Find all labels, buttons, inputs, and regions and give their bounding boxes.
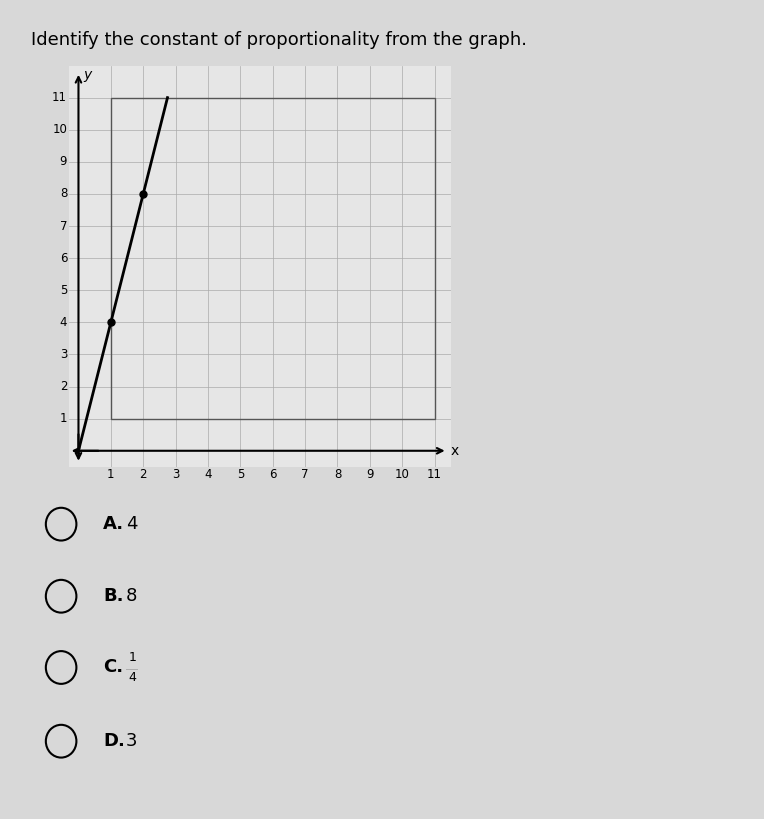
- Text: 1: 1: [107, 468, 115, 482]
- Text: 7: 7: [301, 468, 309, 482]
- Text: 5: 5: [237, 468, 244, 482]
- Text: 9: 9: [366, 468, 374, 482]
- Text: 1: 1: [128, 651, 136, 664]
- Text: x: x: [451, 444, 459, 458]
- Text: 8: 8: [126, 587, 138, 605]
- Text: 3: 3: [172, 468, 180, 482]
- Text: 6: 6: [269, 468, 277, 482]
- Text: 6: 6: [60, 251, 67, 265]
- Text: 2: 2: [60, 380, 67, 393]
- Text: 3: 3: [60, 348, 67, 361]
- Text: 10: 10: [395, 468, 410, 482]
- Text: 5: 5: [60, 283, 67, 296]
- Text: y: y: [83, 68, 92, 82]
- Text: B.: B.: [103, 587, 124, 605]
- Text: 4: 4: [60, 316, 67, 329]
- Text: 9: 9: [60, 156, 67, 169]
- Text: 11: 11: [427, 468, 442, 482]
- Text: 3: 3: [126, 732, 138, 750]
- Text: 8: 8: [334, 468, 342, 482]
- Text: 8: 8: [60, 188, 67, 201]
- Text: A.: A.: [103, 515, 125, 533]
- Text: 10: 10: [52, 123, 67, 136]
- Text: Identify the constant of proportionality from the graph.: Identify the constant of proportionality…: [31, 31, 526, 49]
- Text: 7: 7: [60, 219, 67, 233]
- Text: 4: 4: [128, 671, 136, 684]
- Text: 4: 4: [204, 468, 212, 482]
- Text: D.: D.: [103, 732, 125, 750]
- Text: 11: 11: [52, 91, 67, 104]
- Text: 2: 2: [140, 468, 147, 482]
- Text: 4: 4: [126, 515, 138, 533]
- Bar: [111, 97, 435, 419]
- Text: C.: C.: [103, 658, 123, 676]
- Text: 1: 1: [60, 412, 67, 425]
